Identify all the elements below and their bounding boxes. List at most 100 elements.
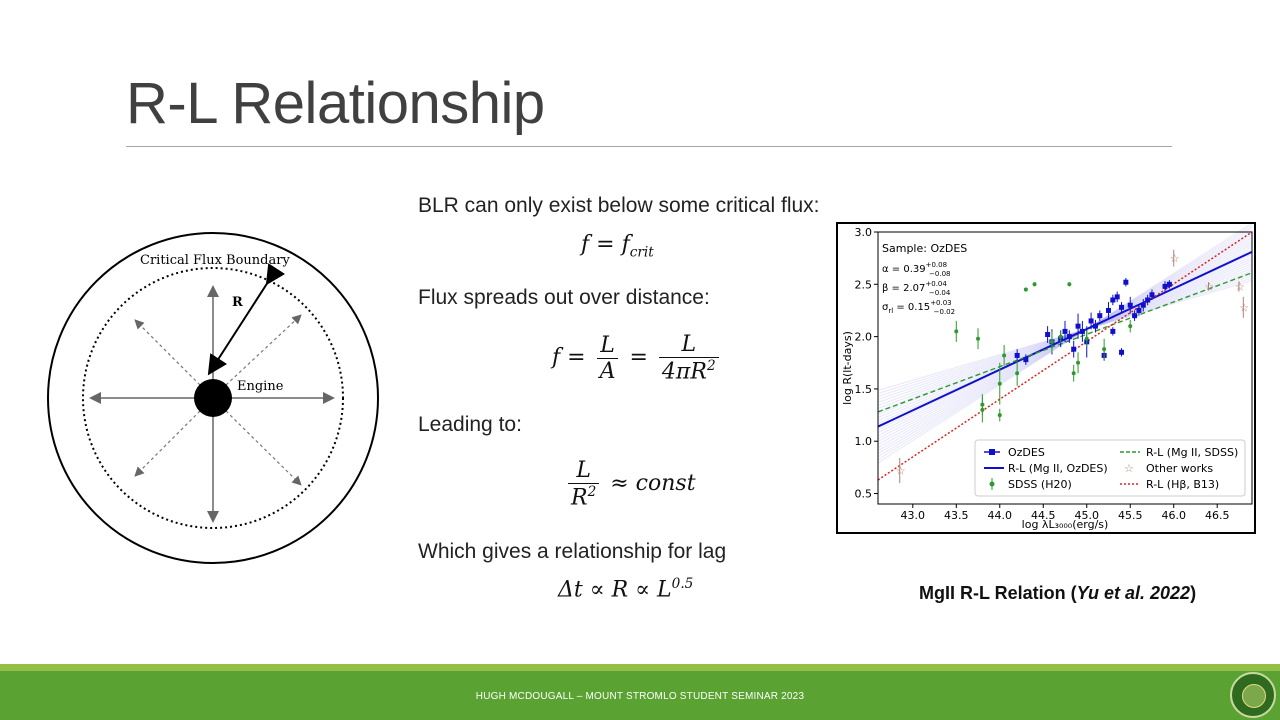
outer-circle (47, 232, 379, 564)
ozdes-point (1166, 281, 1172, 287)
eq4-sup: 0.5 (671, 576, 694, 592)
ozdes-point (1066, 334, 1072, 340)
title-divider (126, 146, 1172, 147)
other-works-point: ☆ (1205, 281, 1215, 293)
ozdes-point (1023, 357, 1029, 363)
eq1-rhs: f (621, 232, 630, 257)
ozdes-point (1132, 313, 1138, 319)
other-works-point: ☆ (1170, 253, 1180, 265)
y-tick-label: 3.0 (855, 226, 873, 239)
slide-title: R-L Relationship (126, 71, 545, 136)
sdss-point (1023, 287, 1028, 292)
ozdes-point (1071, 346, 1077, 352)
x-tick-label: 45.5 (1118, 509, 1143, 522)
y-tick-label: 1.0 (855, 435, 873, 448)
chart-caption: MgII R-L Relation (Yu et al. 2022) (919, 583, 1196, 604)
anno-sigma: σrl = 0.15+0.03 −0.02 (882, 299, 955, 316)
x-axis-label: log λL₃₀₀₀(erg/s) (1022, 518, 1109, 531)
equation-3: L R2 ≈ const (564, 458, 696, 510)
ozdes-point (1062, 328, 1068, 334)
text-line-2: Flux spreads out over distance: (418, 286, 710, 309)
plot-frame (877, 231, 1253, 505)
sdss-point (1076, 360, 1081, 365)
seminar-logo (1230, 672, 1276, 718)
ozdes-point (1145, 297, 1151, 303)
caption-ref: Yu et al. 2022 (1076, 583, 1191, 603)
ozdes-point (1092, 323, 1098, 329)
fit-sample-line (877, 222, 1253, 464)
sdss-point (1067, 282, 1072, 287)
anno-alpha: α = 0.39+0.08 −0.08 (882, 261, 951, 278)
equation-4: Δt ∝ R ∝ L0.5 (558, 576, 693, 602)
legend-other: Other works (1146, 462, 1213, 475)
sdss-point (997, 381, 1002, 386)
arrow-diag-ur (225, 314, 302, 386)
legend-ozdes: OzDES (1008, 446, 1045, 459)
legend-rl-ozdes: R-L (Mg II, OzDES) (1008, 462, 1108, 475)
fit-sample-line (877, 225, 1253, 461)
caption-suffix: ) (1190, 583, 1197, 603)
footer-text: HUGH MCDOUGALL – MOUNT STROMLO STUDENT S… (475, 691, 805, 702)
ozdes-point (1110, 297, 1116, 303)
ozdes-point (1119, 304, 1125, 310)
svg-text:☆: ☆ (1124, 462, 1134, 475)
y-tick-label: 0.5 (855, 488, 873, 501)
sdss-point (1015, 371, 1020, 376)
caption-prefix: MgII R-L Relation ( (919, 583, 1077, 603)
ozdes-point (1105, 307, 1111, 313)
y-tick-label: 2.5 (855, 278, 873, 291)
ozdes-point (1114, 294, 1120, 300)
sdss-point (1084, 336, 1089, 341)
chart-legend: OzDES R-L (Mg II, OzDES) SDSS (H20) R-L … (974, 439, 1246, 497)
critical-flux-boundary (82, 267, 344, 529)
critical-flux-diagram: Critical Flux Boundary R Engine (47, 232, 379, 564)
ozdes-point (1097, 313, 1103, 319)
eq1-sub: crit (629, 244, 654, 261)
anno-beta: β = 2.07+0.04 −0.04 (882, 280, 951, 297)
other-works-point: ☆ (1235, 281, 1245, 293)
ozdes-point (1075, 323, 1081, 329)
x-tick-label: 43.5 (944, 509, 969, 522)
x-tick-label: 46.0 (1161, 509, 1186, 522)
x-tick-label: 46.5 (1205, 509, 1230, 522)
radius-label: R (232, 295, 243, 310)
equation-1: f = fcrit (581, 232, 654, 260)
x-tick-label: 45.0 (1074, 509, 1099, 522)
sdss-point (1128, 324, 1133, 329)
rl-scatter-chart: ☆ ☆ ☆ ☆ ☆ 43.0 43.5 44.0 44.5 45.0 45.5 46.0 46.5 0.… (841, 222, 1253, 531)
legend-rl-sdss: R-L (Mg II, SDSS) (1146, 446, 1238, 459)
fit-parameters-annotation: Sample: OzDES α = 0.39+0.08 −0.08 β = 2.0… (882, 242, 967, 316)
fit-uncertainty-band (877, 222, 1253, 464)
ozdes-point (1123, 279, 1129, 285)
y-tick-label: 2.0 (855, 331, 873, 344)
footer-accent-bar (0, 664, 1280, 671)
sdss-point (1071, 371, 1076, 376)
ozdes-point (1119, 349, 1125, 355)
text-line-4: Which gives a relationship for lag (418, 540, 727, 563)
eq2-frac2: L 4πR2 (658, 332, 719, 384)
engine (194, 379, 232, 417)
ozdes-point (1162, 283, 1168, 289)
fit-line-hb-b13 (877, 231, 1253, 481)
ozdes-point (1014, 352, 1020, 358)
legend-sdss: SDSS (H20) (1008, 478, 1072, 491)
sdss-point (1058, 334, 1063, 339)
ozdes-point (1088, 318, 1094, 324)
eq4-text: Δt ∝ R ∝ L (558, 577, 672, 603)
rl-chart-frame: ☆ ☆ ☆ ☆ ☆ 43.0 43.5 44.0 44.5 45.0 45.5 46.0 46.5 0.… (836, 222, 1256, 534)
x-tick-label: 43.0 (901, 509, 926, 522)
anno-sample: Sample: OzDES (882, 242, 967, 255)
ozdes-point (1079, 328, 1085, 334)
arrow-diag-ul (134, 319, 201, 386)
eq3-frac: L R2 (568, 458, 600, 510)
sdss-point (980, 402, 985, 407)
eq3-rhs: ≈ const (610, 471, 696, 497)
other-works-point: ☆ (1239, 302, 1249, 314)
y-tick-label: 1.5 (855, 383, 873, 396)
text-line-3: Leading to: (418, 413, 522, 436)
eq1-op: = (596, 232, 615, 257)
fit-sample-line (877, 229, 1253, 455)
eq2-lhs: f (552, 345, 561, 371)
